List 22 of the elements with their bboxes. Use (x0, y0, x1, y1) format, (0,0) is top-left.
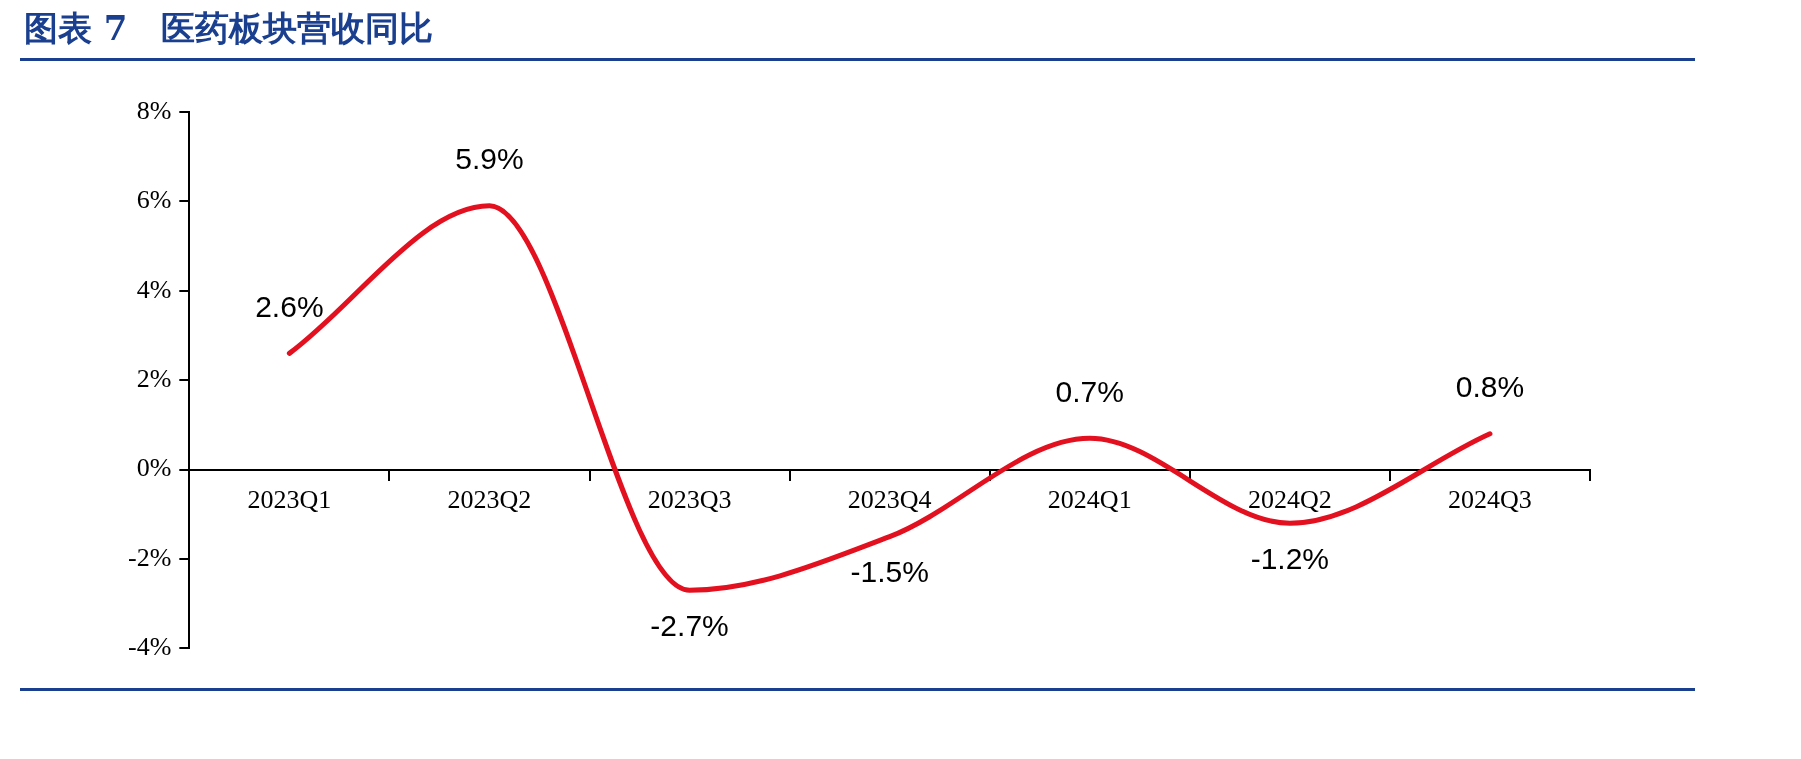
data-label: 5.9% (455, 142, 524, 176)
x-tick-label: 2023Q4 (847, 485, 932, 515)
data-label: -2.7% (650, 608, 729, 642)
y-tick-label: 6% (136, 185, 172, 215)
y-tick-label: 4% (136, 274, 172, 304)
data-label: 0.8% (1455, 370, 1525, 404)
data-label: -1.2% (1250, 541, 1330, 575)
x-tick-label: 2024Q1 (1047, 485, 1132, 515)
x-tick-label: 2023Q3 (647, 485, 732, 515)
x-tick-label: 2023Q2 (447, 485, 532, 515)
y-tick-label: 0% (136, 453, 172, 483)
y-tick-label: 8% (136, 95, 172, 125)
data-label: 2.6% (255, 289, 324, 323)
data-label: -1.5% (850, 554, 929, 588)
x-tick-label: 2024Q3 (1448, 485, 1532, 515)
y-tick-label: 2% (136, 364, 172, 394)
chart-title: 图表 7 医药板块营收同比 (24, 7, 434, 50)
y-tick-label: -2% (127, 542, 172, 572)
x-tick-label: 2024Q2 (1247, 485, 1332, 515)
x-tick-label: 2023Q1 (247, 485, 332, 515)
y-tick-label: -4% (127, 632, 172, 662)
data-label: 0.7% (1055, 374, 1124, 408)
